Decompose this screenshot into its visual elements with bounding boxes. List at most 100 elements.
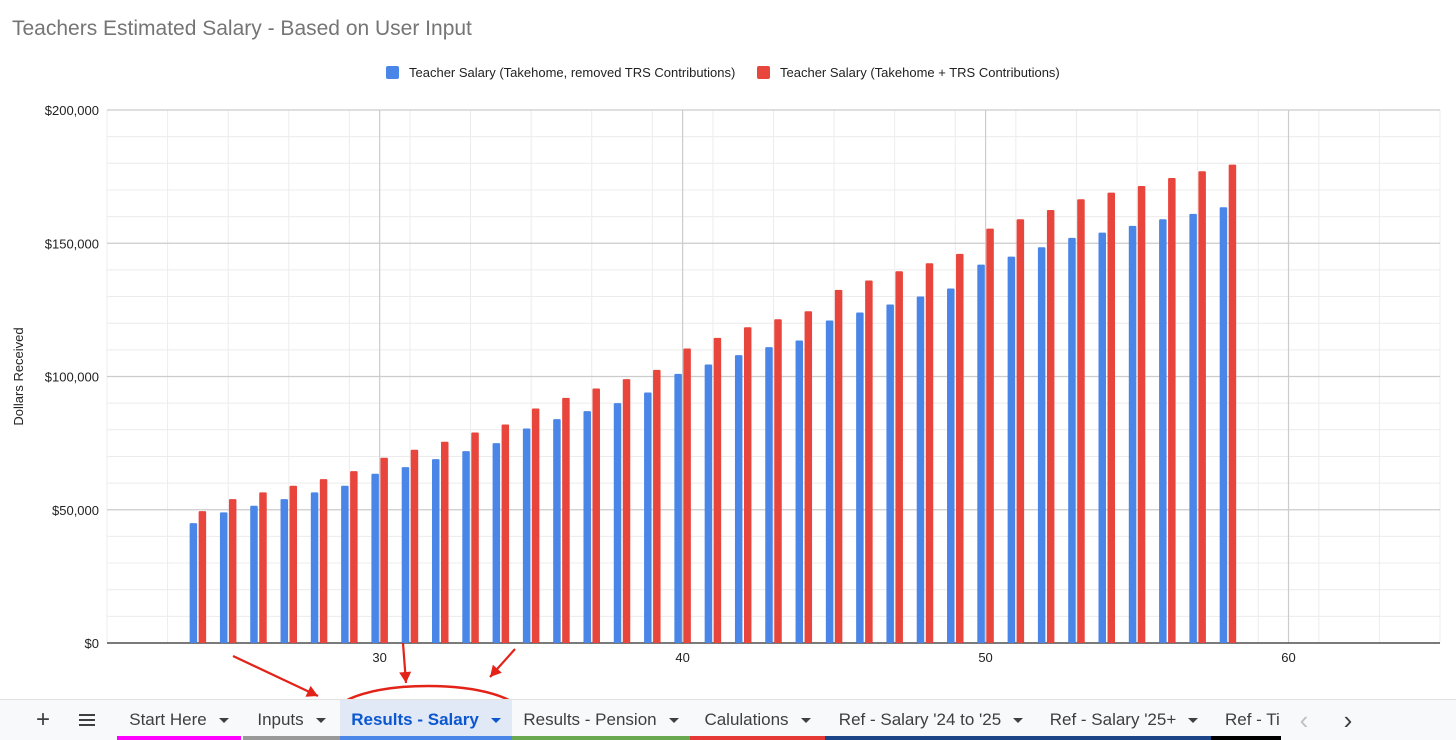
bar-takehome bbox=[1219, 207, 1228, 643]
highlight-ellipse bbox=[346, 684, 510, 699]
bar-takehome bbox=[613, 403, 622, 643]
bar-takehome-plus-trs bbox=[774, 319, 782, 643]
y-tick-label: $150,000 bbox=[45, 236, 99, 251]
arrowhead-icon bbox=[399, 671, 412, 683]
bar-takehome bbox=[765, 347, 773, 643]
sheet-tab[interactable]: Start Here bbox=[117, 700, 241, 740]
arrowhead-icon bbox=[490, 664, 502, 677]
bar-takehome bbox=[189, 523, 198, 643]
bar-takehome-plus-trs bbox=[198, 511, 207, 643]
bar-takehome bbox=[462, 451, 470, 643]
bar-takehome bbox=[583, 411, 591, 643]
dropdown-caret-icon[interactable] bbox=[315, 717, 326, 723]
dropdown-caret-icon[interactable] bbox=[1013, 717, 1024, 723]
tab-color-stripe bbox=[1037, 736, 1211, 740]
sheet-tab[interactable]: Results - Pension bbox=[512, 700, 690, 740]
axes: $0 $50,000 $100,000 $150,000 $200,000 30 40 50 6… bbox=[11, 103, 1440, 665]
bar-takehome-plus-trs bbox=[804, 311, 813, 643]
sheet-tab-label: Calulations bbox=[704, 710, 789, 729]
x-tick-label: 30 bbox=[372, 650, 386, 665]
bar-takehome-plus-trs bbox=[683, 348, 691, 643]
tab-color-stripe bbox=[1211, 736, 1281, 740]
bar-takehome-plus-trs bbox=[956, 253, 964, 643]
sheet-tab[interactable]: Calulations bbox=[690, 700, 825, 740]
bar-takehome-plus-trs bbox=[501, 424, 510, 643]
tab-color-stripe bbox=[117, 736, 241, 740]
y-tick-label: $0 bbox=[85, 636, 99, 651]
y-tick-label: $200,000 bbox=[45, 103, 99, 118]
x-tick-label: 50 bbox=[978, 650, 992, 665]
sheet-tab-label: Results - Salary bbox=[351, 710, 479, 729]
bar-takehome-plus-trs bbox=[1046, 209, 1055, 643]
bar-takehome-plus-trs bbox=[289, 485, 298, 643]
bar-takehome-plus-trs bbox=[925, 263, 934, 643]
dropdown-caret-icon[interactable] bbox=[668, 717, 679, 723]
bar-takehome-plus-trs bbox=[410, 449, 419, 643]
bar-takehome-plus-trs bbox=[1168, 177, 1176, 643]
all-sheets-button[interactable] bbox=[67, 700, 107, 740]
bar-takehome-plus-trs bbox=[350, 471, 358, 643]
y-tick-label: $50,000 bbox=[52, 503, 99, 518]
bar-takehome bbox=[734, 355, 743, 643]
bar-takehome-plus-trs bbox=[1016, 219, 1025, 643]
bar-takehome bbox=[916, 296, 925, 643]
bar-takehome bbox=[341, 485, 349, 643]
arrowhead-icon bbox=[305, 685, 318, 697]
legend-swatch bbox=[757, 66, 770, 79]
bar-takehome bbox=[644, 392, 652, 643]
tab-color-stripe bbox=[825, 736, 1037, 740]
bar-takehome bbox=[492, 443, 501, 643]
bar-takehome-plus-trs bbox=[895, 271, 903, 643]
sheet-tab[interactable]: Ref - Ti bbox=[1211, 700, 1281, 740]
dropdown-caret-icon[interactable] bbox=[800, 717, 811, 723]
x-tick-label: 60 bbox=[1281, 650, 1295, 665]
dropdown-caret-icon[interactable] bbox=[490, 717, 501, 723]
bar-takehome bbox=[704, 364, 713, 643]
bar-takehome-plus-trs bbox=[562, 397, 570, 643]
bar-takehome bbox=[1007, 256, 1016, 643]
sheet-tab-label: Start Here bbox=[129, 710, 207, 729]
scroll-tabs-left-button[interactable]: ‹ bbox=[1284, 700, 1324, 740]
bar-takehome bbox=[1068, 237, 1076, 644]
bar-takehome-plus-trs bbox=[380, 457, 388, 643]
bar-takehome bbox=[977, 264, 985, 643]
bar-takehome-plus-trs bbox=[531, 408, 540, 643]
sheet-tab-label: Results - Pension bbox=[523, 710, 657, 729]
tab-color-stripe bbox=[512, 736, 690, 740]
add-sheet-button[interactable]: + bbox=[23, 700, 63, 740]
bar-takehome bbox=[401, 467, 410, 643]
bar-takehome bbox=[825, 320, 834, 643]
bar-takehome bbox=[1189, 213, 1197, 643]
legend: Teacher Salary (Takehome, removed TRS Co… bbox=[386, 65, 1060, 80]
bar-takehome-plus-trs bbox=[471, 432, 479, 643]
bar-takehome-plus-trs bbox=[228, 499, 237, 643]
sheet-tab-label: Ref - Salary '25+ bbox=[1049, 710, 1177, 729]
chevron-right-icon: › bbox=[1343, 704, 1353, 735]
tab-color-stripe bbox=[243, 736, 340, 740]
tab-color-stripe bbox=[690, 736, 825, 740]
scroll-tabs-right-button[interactable]: › bbox=[1328, 700, 1368, 740]
dropdown-caret-icon[interactable] bbox=[218, 717, 229, 723]
sheet-tab[interactable]: Inputs bbox=[243, 700, 340, 740]
bar-takehome-plus-trs bbox=[1198, 171, 1206, 644]
salary-bar-chart: $0 $50,000 $100,000 $150,000 $200,000 30 40 50 6… bbox=[11, 65, 1441, 699]
bar-takehome-plus-trs bbox=[986, 228, 994, 643]
bar-takehome-plus-trs bbox=[834, 289, 843, 643]
bar-takehome bbox=[280, 499, 289, 643]
bar-takehome bbox=[1037, 247, 1046, 643]
bar-takehome bbox=[947, 288, 955, 643]
bar-takehome bbox=[522, 428, 531, 643]
bar-takehome-plus-trs bbox=[441, 441, 449, 643]
bar-takehome-plus-trs bbox=[865, 280, 873, 643]
bar-takehome-plus-trs bbox=[1137, 185, 1146, 643]
sheet-tab[interactable]: Ref - Salary '24 to '25 bbox=[825, 700, 1037, 740]
bar-takehome-plus-trs bbox=[259, 492, 267, 643]
sheet-tab[interactable]: Results - Salary bbox=[340, 700, 512, 740]
tab-color-stripe bbox=[340, 736, 512, 740]
dropdown-caret-icon[interactable] bbox=[1188, 717, 1199, 723]
bar-takehome-plus-trs bbox=[1228, 164, 1237, 643]
chevron-left-icon: ‹ bbox=[1299, 704, 1309, 735]
annotation-arrow bbox=[232, 655, 319, 697]
sheet-tab[interactable]: Ref - Salary '25+ bbox=[1037, 700, 1211, 740]
sheet-tab-label: Ref - Salary '24 to '25 bbox=[838, 710, 1002, 729]
